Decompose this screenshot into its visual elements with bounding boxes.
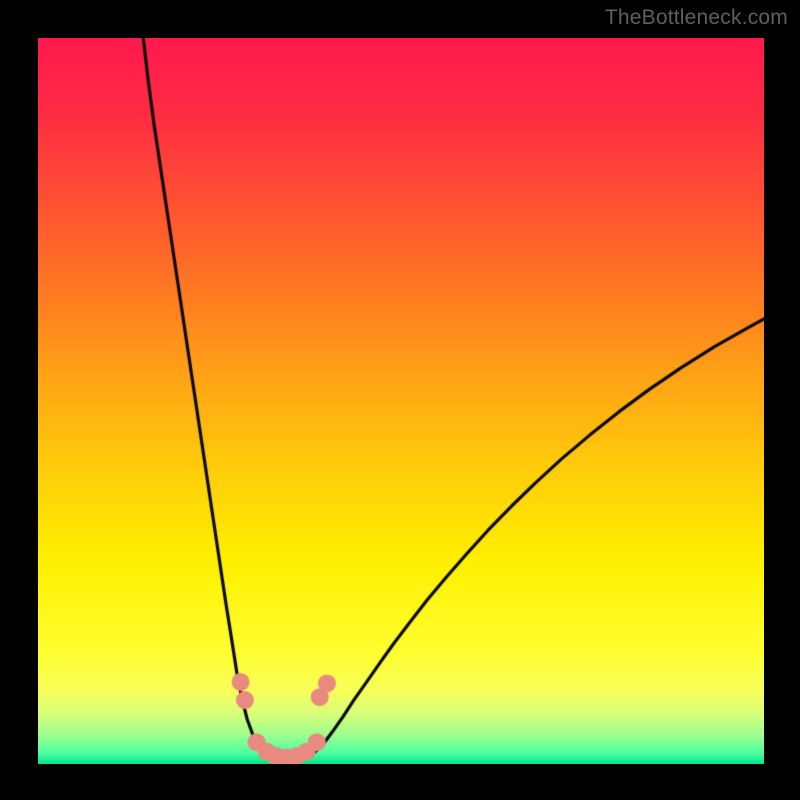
watermark-text: TheBottleneck.com (605, 6, 788, 30)
chart-container (38, 38, 764, 764)
bottleneck-curve (38, 38, 764, 764)
